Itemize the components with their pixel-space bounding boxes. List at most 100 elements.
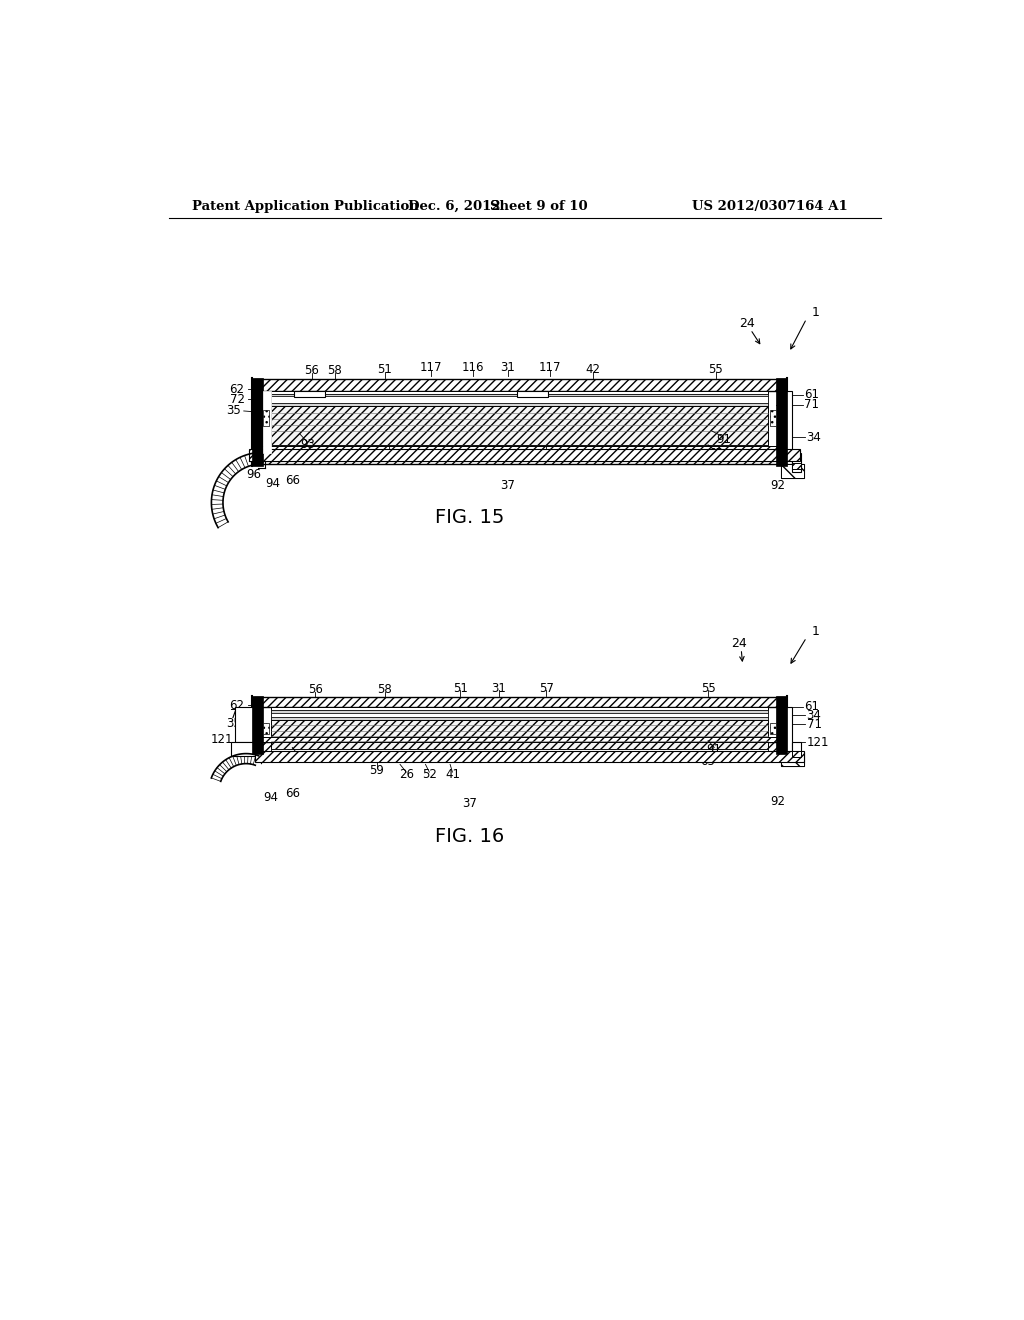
Text: 31: 31	[492, 681, 506, 694]
Text: 71: 71	[807, 718, 821, 731]
Bar	[792, 751, 801, 756]
Bar	[249, 449, 801, 461]
Text: 56: 56	[308, 684, 323, 696]
Text: FIG. 15: FIG. 15	[434, 508, 504, 528]
Bar	[252, 378, 263, 466]
Bar	[270, 710, 768, 719]
Bar	[270, 404, 768, 407]
Text: 93: 93	[291, 751, 306, 764]
Text: 61: 61	[804, 388, 819, 401]
Bar	[270, 710, 768, 713]
Text: 57: 57	[539, 681, 554, 694]
Bar	[770, 723, 776, 734]
Text: 91: 91	[716, 433, 731, 446]
Bar	[270, 396, 768, 404]
Text: 56: 56	[304, 364, 318, 378]
Bar	[263, 391, 270, 453]
Bar	[254, 379, 785, 391]
Text: 66: 66	[285, 474, 300, 487]
Text: 26: 26	[398, 768, 414, 781]
Text: 93: 93	[300, 438, 315, 451]
Text: 121: 121	[807, 735, 829, 748]
Bar	[270, 748, 768, 752]
Bar	[785, 391, 792, 465]
Bar	[781, 752, 804, 766]
Text: 94: 94	[263, 791, 279, 804]
Text: US 2012/0307164 A1: US 2012/0307164 A1	[692, 199, 848, 213]
Text: 61: 61	[804, 700, 819, 713]
Text: 24: 24	[731, 638, 746, 649]
Bar	[263, 411, 269, 425]
Bar	[770, 411, 776, 425]
Text: 96: 96	[246, 467, 261, 480]
Bar	[254, 697, 785, 708]
Text: 58: 58	[328, 364, 342, 378]
Text: 51: 51	[377, 363, 392, 376]
Text: 55: 55	[700, 681, 716, 694]
Bar	[270, 708, 768, 710]
Bar	[270, 395, 768, 407]
Bar	[776, 378, 786, 466]
Text: 34: 34	[807, 709, 821, 722]
Bar	[234, 708, 253, 742]
Text: 117: 117	[539, 362, 561, 375]
Text: 58: 58	[377, 684, 392, 696]
Text: 1: 1	[812, 626, 820, 639]
Bar	[781, 752, 804, 766]
Text: 65: 65	[709, 446, 723, 459]
Bar	[258, 738, 781, 742]
Text: Sheet 9 of 10: Sheet 9 of 10	[489, 199, 588, 213]
Bar	[254, 453, 785, 465]
Text: 72: 72	[229, 708, 245, 721]
Bar	[792, 453, 801, 471]
Bar	[792, 742, 801, 760]
Bar	[270, 395, 768, 396]
Text: 52: 52	[436, 453, 452, 465]
Bar	[270, 407, 768, 445]
Text: Dec. 6, 2012: Dec. 6, 2012	[408, 199, 501, 213]
Bar	[254, 742, 785, 752]
Text: 26: 26	[414, 453, 429, 465]
Text: 42: 42	[585, 363, 600, 376]
Bar	[781, 465, 804, 478]
Text: 62: 62	[229, 698, 245, 711]
Bar	[270, 445, 768, 449]
Bar	[230, 742, 258, 756]
Bar	[258, 446, 781, 453]
Text: 59: 59	[370, 764, 384, 777]
Bar	[270, 391, 768, 395]
Text: 66: 66	[285, 787, 300, 800]
Text: 37: 37	[462, 797, 477, 810]
Text: 65: 65	[700, 755, 716, 768]
Text: 34: 34	[807, 430, 821, 444]
Bar	[792, 462, 801, 469]
Text: 51: 51	[453, 681, 468, 694]
Text: 121: 121	[211, 733, 233, 746]
Text: 52: 52	[422, 768, 437, 781]
Text: 41: 41	[461, 453, 475, 465]
Text: 1: 1	[812, 306, 820, 319]
Text: 35: 35	[226, 404, 241, 417]
Bar	[252, 696, 263, 754]
Text: 116: 116	[462, 362, 484, 375]
Text: 117: 117	[420, 362, 442, 375]
Text: 37: 37	[501, 479, 515, 492]
Text: 31: 31	[501, 362, 515, 375]
Bar	[294, 391, 325, 397]
Bar	[255, 751, 804, 762]
Text: 24: 24	[738, 317, 755, 330]
Bar	[781, 465, 804, 478]
Text: 57: 57	[539, 449, 554, 462]
Text: 55: 55	[709, 363, 723, 376]
Bar	[270, 713, 768, 718]
Bar	[270, 718, 768, 719]
Text: 92: 92	[770, 479, 784, 492]
Text: 62: 62	[229, 383, 245, 396]
Bar	[785, 708, 792, 752]
Bar	[270, 449, 768, 455]
Bar	[263, 723, 269, 734]
Bar	[517, 391, 548, 397]
Text: 71: 71	[804, 399, 819, 412]
Bar	[776, 696, 786, 754]
Bar	[270, 719, 768, 748]
